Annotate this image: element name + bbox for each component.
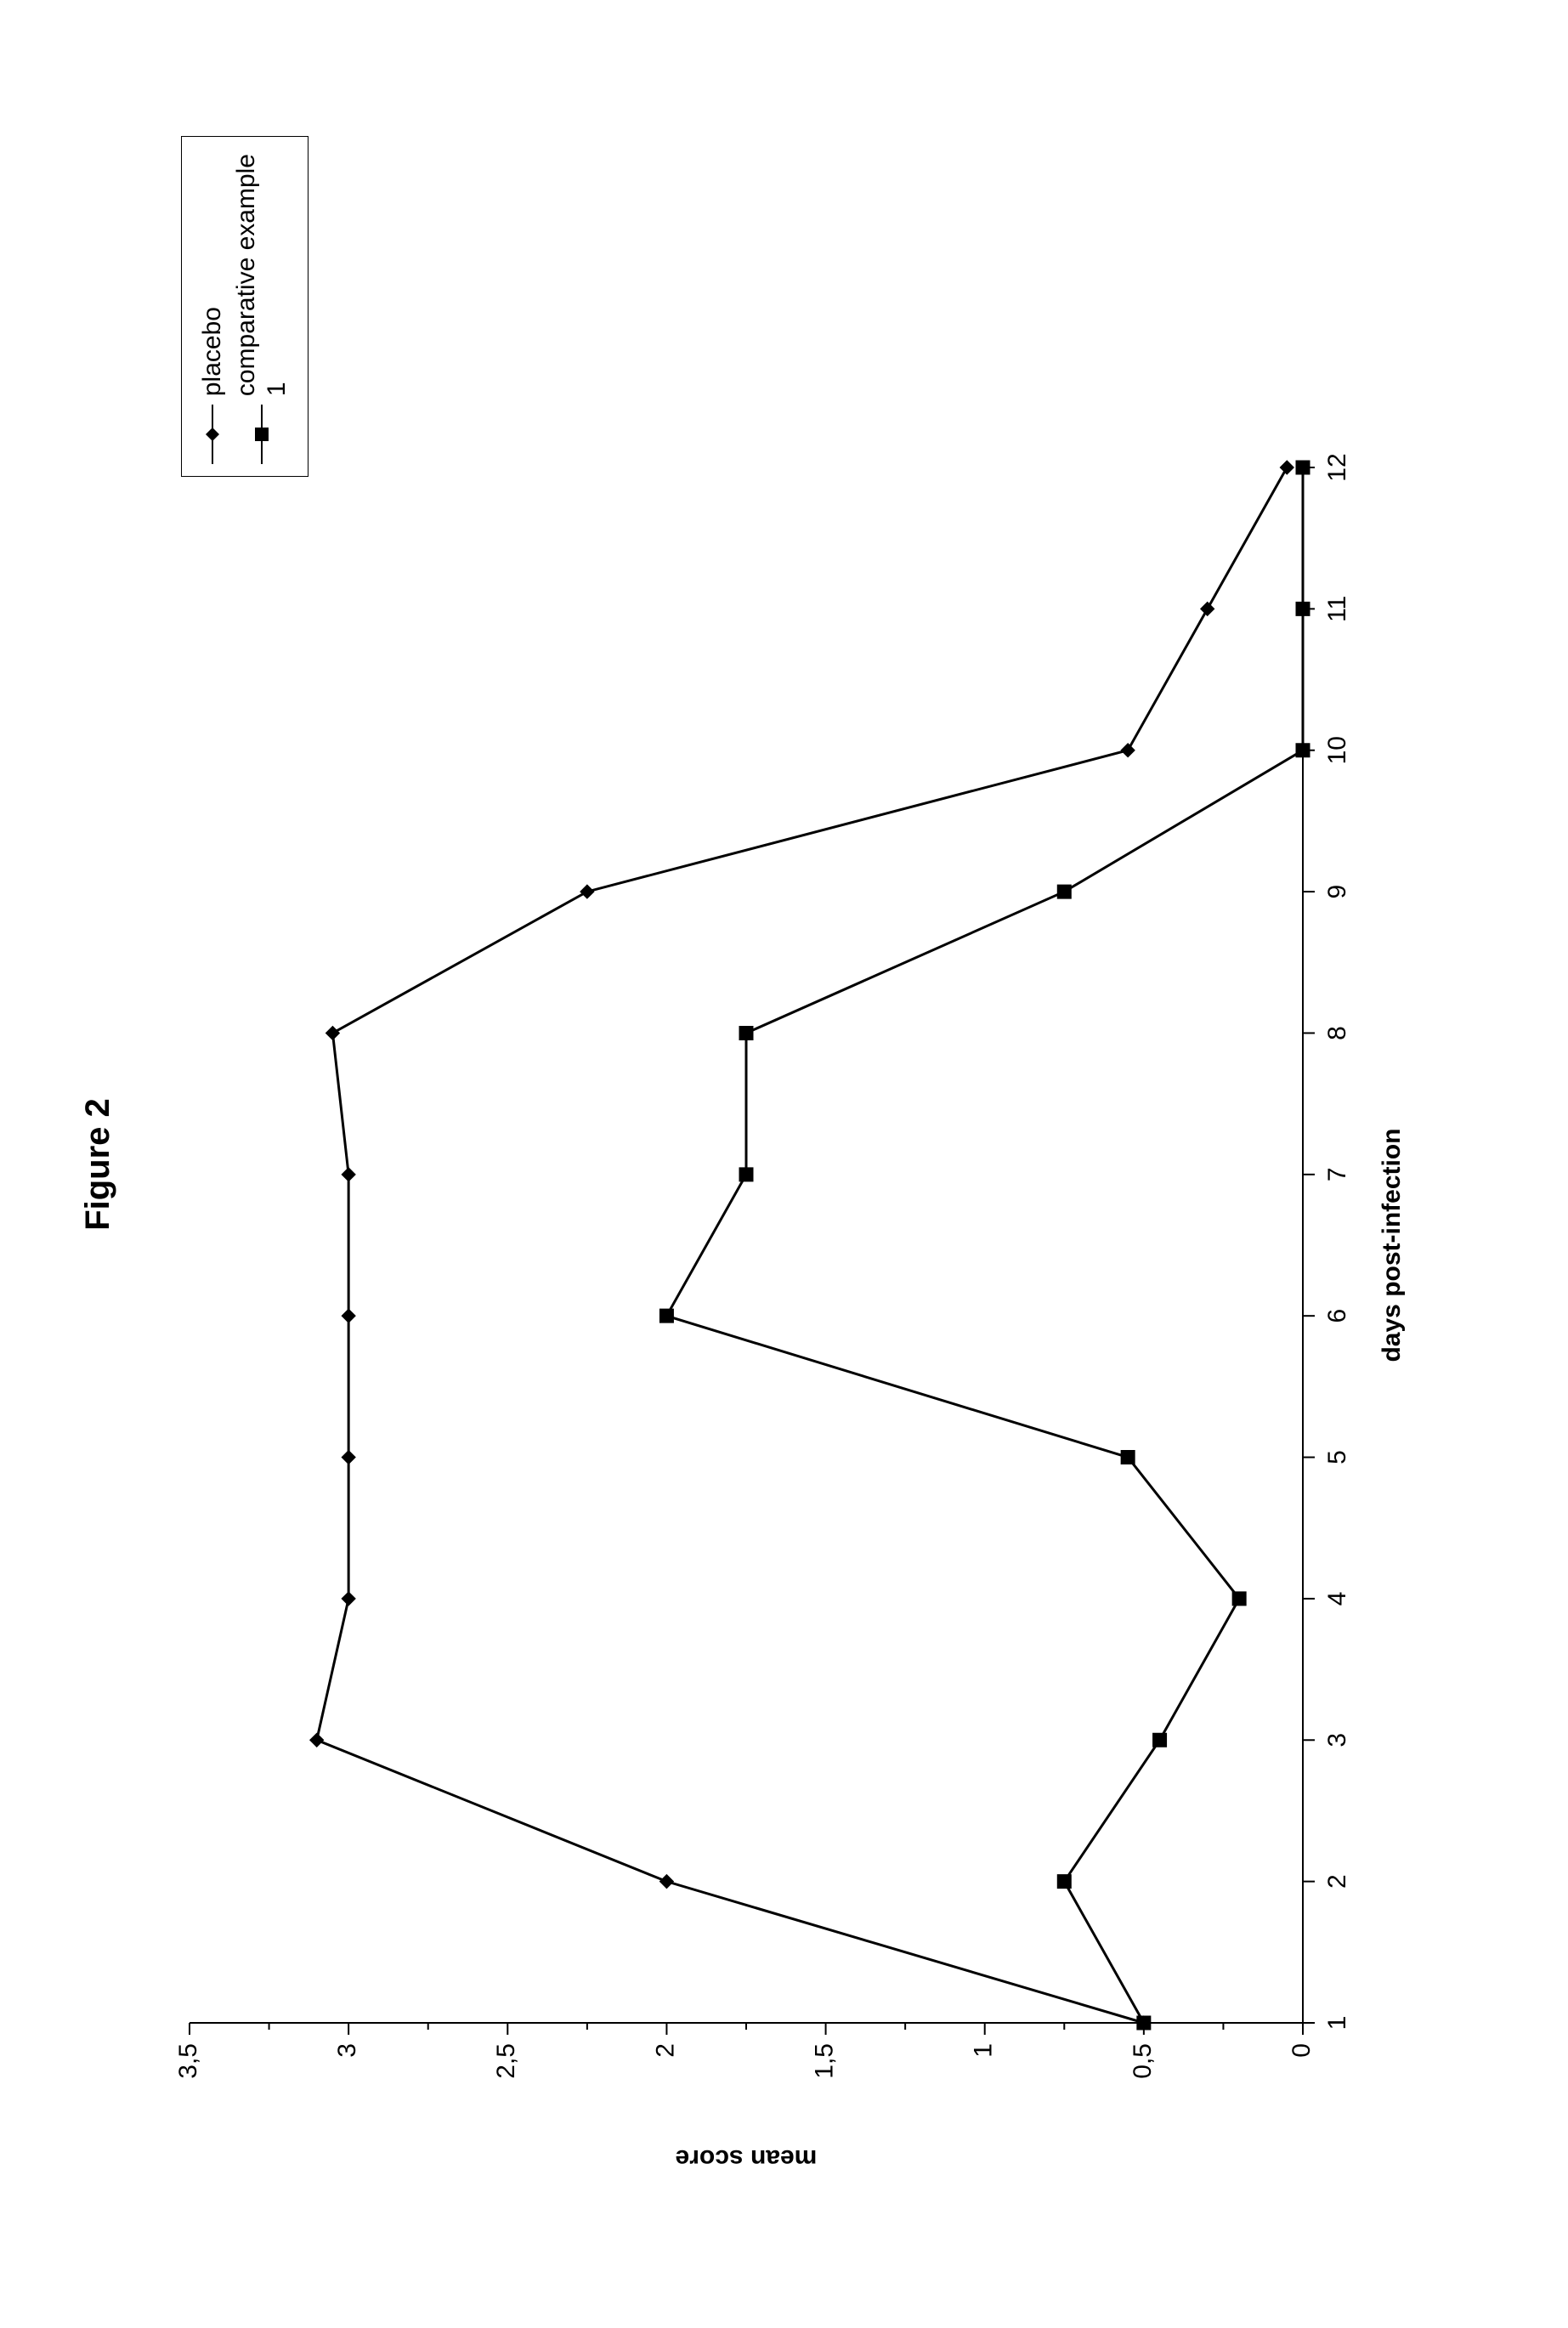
series-line-0 — [316, 467, 1287, 2023]
svg-text:10: 10 — [1323, 736, 1351, 764]
series-marker-0 — [342, 1591, 355, 1605]
svg-text:3,5: 3,5 — [173, 2043, 201, 2079]
svg-text:4: 4 — [1323, 1591, 1351, 1606]
svg-text:7: 7 — [1323, 1167, 1351, 1181]
series-marker-1 — [1152, 1733, 1166, 1747]
series-line-1 — [666, 467, 1303, 2023]
legend-label-1: comparative example1 — [231, 154, 292, 396]
series-marker-1 — [1296, 461, 1310, 474]
series-marker-0 — [342, 1167, 355, 1181]
legend-item-1: comparative example1 — [231, 154, 292, 464]
svg-text:1: 1 — [969, 2043, 997, 2058]
svg-text:2,5: 2,5 — [492, 2043, 520, 2079]
legend-sample-0 — [204, 405, 221, 464]
series-marker-1 — [659, 1309, 673, 1323]
svg-text:11: 11 — [1323, 595, 1351, 621]
series-marker-0 — [325, 1026, 339, 1039]
series-marker-1 — [1136, 2016, 1150, 2030]
svg-text:8: 8 — [1323, 1026, 1351, 1040]
svg-text:5: 5 — [1323, 1450, 1351, 1464]
series-marker-1 — [1296, 602, 1310, 615]
svg-text:6: 6 — [1323, 1308, 1351, 1323]
series-marker-0 — [309, 1733, 323, 1747]
series-marker-0 — [659, 1874, 673, 1888]
series-marker-0 — [1280, 461, 1293, 474]
series-marker-1 — [1232, 1591, 1246, 1605]
figure-2-chart-rotated: Figure 2 00,511,522,533,5123456789101112… — [62, 102, 1507, 2227]
chart-title: Figure 2 — [79, 102, 117, 2227]
svg-text:mean score: mean score — [675, 2144, 817, 2172]
series-marker-1 — [739, 1026, 753, 1039]
svg-text:1: 1 — [1323, 2015, 1351, 2030]
svg-text:2: 2 — [651, 2043, 679, 2058]
legend-sample-1 — [253, 405, 270, 464]
svg-text:0: 0 — [1287, 2043, 1315, 2058]
svg-text:1,5: 1,5 — [810, 2043, 838, 2079]
series-marker-1 — [1296, 743, 1310, 756]
series-marker-0 — [342, 1450, 355, 1464]
svg-text:3: 3 — [333, 2043, 361, 2058]
legend-label-0: placebo — [197, 307, 228, 396]
legend: placebocomparative example1 — [181, 136, 309, 477]
svg-text:3: 3 — [1323, 1732, 1351, 1747]
page: Figure 2 00,511,522,533,5123456789101112… — [0, 0, 1568, 2328]
legend-item-0: placebo — [197, 154, 228, 464]
svg-text:0,5: 0,5 — [1128, 2043, 1156, 2079]
series-marker-0 — [342, 1309, 355, 1323]
svg-text:12: 12 — [1323, 453, 1351, 481]
svg-text:9: 9 — [1323, 884, 1351, 898]
series-marker-1 — [739, 1167, 753, 1181]
series-marker-1 — [1057, 885, 1071, 898]
svg-text:2: 2 — [1323, 1874, 1351, 1889]
series-marker-1 — [1057, 1874, 1071, 1888]
svg-text:days post-infection: days post-infection — [1378, 1128, 1406, 1362]
series-marker-1 — [1121, 1450, 1135, 1464]
